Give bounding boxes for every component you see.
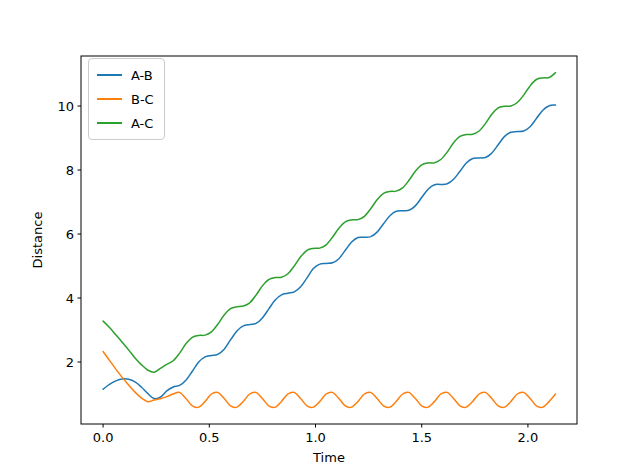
- x-tick-label: 1.5: [411, 430, 432, 445]
- legend-line-swatch-icon: [97, 98, 122, 100]
- series-line-a-b: [103, 105, 555, 399]
- series-line-b-c: [103, 352, 555, 408]
- x-tick-label: 0.5: [199, 430, 220, 445]
- y-tick-label: 6: [66, 227, 74, 242]
- legend-line-swatch-icon: [97, 122, 122, 124]
- y-tick-label: 8: [66, 163, 74, 178]
- series-line-a-c: [103, 73, 555, 373]
- legend-label: A-B: [131, 69, 153, 82]
- y-tick-label: 4: [66, 291, 74, 306]
- legend-label: A-C: [131, 117, 153, 130]
- x-axis-label: Time: [81, 450, 577, 465]
- x-tick-label: 2.0: [518, 430, 539, 445]
- legend-item: A-C: [97, 111, 154, 135]
- x-tick-label: 0.0: [93, 430, 114, 445]
- y-axis-label: Distance: [30, 212, 45, 269]
- legend-line-swatch-icon: [97, 74, 122, 76]
- legend-item: A-B: [97, 63, 154, 87]
- legend: A-B B-C A-C: [88, 58, 165, 140]
- legend-label: B-C: [131, 93, 154, 106]
- figure-canvas: 0.0 0.5 1.0 1.5 2.0 2 4 6 8 10 Time Distance A-B B…: [0, 0, 640, 476]
- x-tick-label: 1.0: [305, 430, 326, 445]
- y-tick-label: 2: [66, 355, 74, 370]
- legend-item: B-C: [97, 87, 154, 111]
- y-tick-label: 10: [57, 99, 74, 114]
